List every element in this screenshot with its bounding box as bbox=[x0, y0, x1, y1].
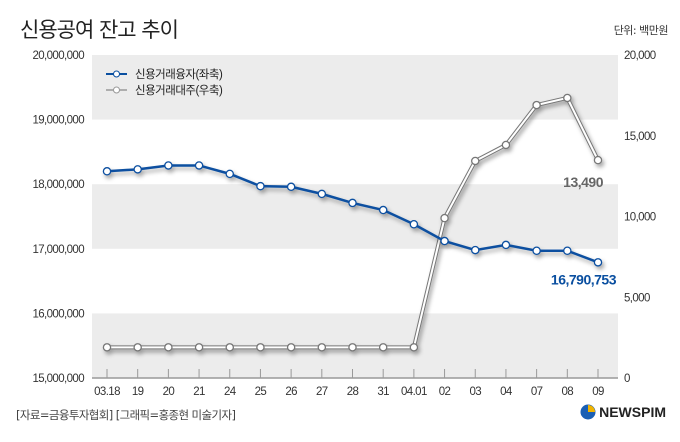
data-point bbox=[225, 343, 234, 352]
left-tick-label: 19,000,000 bbox=[32, 115, 84, 127]
x-tick-label: 08 bbox=[562, 386, 574, 398]
x-tick-label: 09 bbox=[592, 386, 604, 398]
data-point bbox=[102, 343, 112, 352]
legend-label: 신용거래융자(좌축) bbox=[135, 68, 223, 81]
data-point bbox=[133, 343, 142, 352]
x-tick-label: 21 bbox=[193, 386, 205, 398]
data-point bbox=[532, 246, 541, 255]
x-tick-label: 04.01 bbox=[401, 386, 427, 398]
right-tick-label: 20,000 bbox=[624, 50, 656, 62]
left-tick-label: 20,000,000 bbox=[32, 50, 84, 62]
data-point bbox=[563, 93, 572, 103]
data-point bbox=[286, 343, 296, 352]
x-tick-label: 25 bbox=[255, 386, 267, 398]
legend-swatch-marker bbox=[113, 86, 120, 94]
x-tick-label: 26 bbox=[285, 386, 297, 398]
left-tick-label: 17,000,000 bbox=[32, 244, 84, 256]
data-point bbox=[317, 343, 327, 352]
data-point bbox=[317, 189, 327, 199]
left-tick-label: 18,000,000 bbox=[32, 179, 84, 191]
end-value-label: 13,490 bbox=[563, 174, 604, 190]
legend-swatch-marker bbox=[113, 70, 120, 78]
left-tick-label: 16,000,000 bbox=[32, 308, 84, 320]
data-point bbox=[409, 220, 419, 229]
left-tick-label: 15,000,000 bbox=[32, 373, 84, 385]
series-short-selling bbox=[102, 93, 603, 352]
x-tick-label: 19 bbox=[132, 386, 144, 398]
x-tick-label: 28 bbox=[347, 386, 359, 398]
data-point bbox=[378, 205, 388, 215]
data-point bbox=[164, 161, 173, 170]
end-value-label: 16,790,753 bbox=[551, 271, 617, 287]
data-point bbox=[348, 343, 357, 352]
right-tick-label: 15,000 bbox=[624, 131, 656, 143]
data-point bbox=[409, 343, 419, 352]
data-point bbox=[194, 343, 204, 352]
logo-text: NEWSPIM bbox=[599, 404, 666, 420]
data-point bbox=[164, 343, 173, 352]
data-point bbox=[256, 181, 265, 191]
x-tick-label: 31 bbox=[377, 386, 389, 398]
x-tick-label: 02 bbox=[439, 386, 451, 398]
grid-band bbox=[92, 184, 618, 249]
right-tick-label: 0 bbox=[624, 373, 630, 385]
legend-label: 신용거래대주(우축) bbox=[135, 84, 223, 97]
x-tick-label: 03 bbox=[469, 386, 481, 398]
data-point bbox=[593, 258, 603, 267]
series-margin-loan bbox=[102, 161, 603, 267]
data-point bbox=[593, 155, 603, 165]
data-point bbox=[563, 246, 572, 255]
data-point bbox=[440, 213, 449, 223]
data-point bbox=[440, 236, 449, 246]
data-point bbox=[194, 161, 204, 170]
data-point bbox=[102, 167, 112, 176]
data-point bbox=[133, 165, 142, 174]
x-tick-label: 20 bbox=[163, 386, 175, 398]
source-credit: [자료=금융투자협회] [그래픽=홍종현 미술기자] bbox=[16, 408, 236, 422]
data-point bbox=[256, 343, 265, 352]
x-tick-label: 07 bbox=[531, 386, 543, 398]
data-point bbox=[532, 100, 541, 110]
logo-icon bbox=[580, 404, 596, 420]
x-tick-label: 24 bbox=[224, 386, 237, 398]
data-point bbox=[378, 343, 388, 352]
x-tick-label: 04 bbox=[500, 386, 513, 398]
data-point bbox=[286, 182, 296, 192]
unit-label: 단위: 백만원 bbox=[613, 24, 669, 37]
right-tick-label: 10,000 bbox=[624, 212, 656, 224]
newspim-logo: NEWSPIM bbox=[580, 404, 666, 420]
x-tick-label: 27 bbox=[316, 386, 328, 398]
data-point bbox=[470, 156, 480, 166]
data-point bbox=[348, 198, 357, 208]
chart-title: 신용공여 잔고 추이 bbox=[20, 18, 179, 42]
data-point bbox=[501, 140, 511, 150]
grid-band bbox=[92, 55, 618, 120]
x-tick-label: 03.18 bbox=[94, 386, 120, 398]
right-tick-label: 5,000 bbox=[624, 292, 650, 304]
data-point bbox=[501, 240, 511, 250]
data-point bbox=[470, 245, 480, 255]
data-point bbox=[225, 169, 234, 179]
